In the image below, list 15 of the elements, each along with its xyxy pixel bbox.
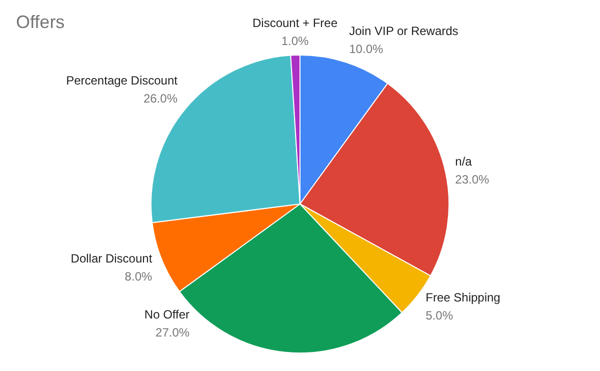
data-label: 10.0% [349,42,384,56]
slice-label: Join VIP or Rewards [349,24,458,38]
slice-label: No Offer [144,307,190,322]
data-label: 1.0% [281,34,310,48]
slice-label: Percentage Discount [66,74,178,88]
slice-label: Free Shipping [426,290,500,304]
slice-label: Discount + Free [252,16,338,30]
data-label: 27.0% [156,325,190,340]
slice-label: n/a [455,154,472,168]
data-label: 23.0% [455,172,490,186]
data-label: 5.0% [426,308,454,322]
slice-label: Dollar Discount [70,252,153,266]
data-label: 8.0% [124,270,152,284]
data-label: 26.0% [143,92,178,106]
chart-title: Offers [16,12,65,32]
